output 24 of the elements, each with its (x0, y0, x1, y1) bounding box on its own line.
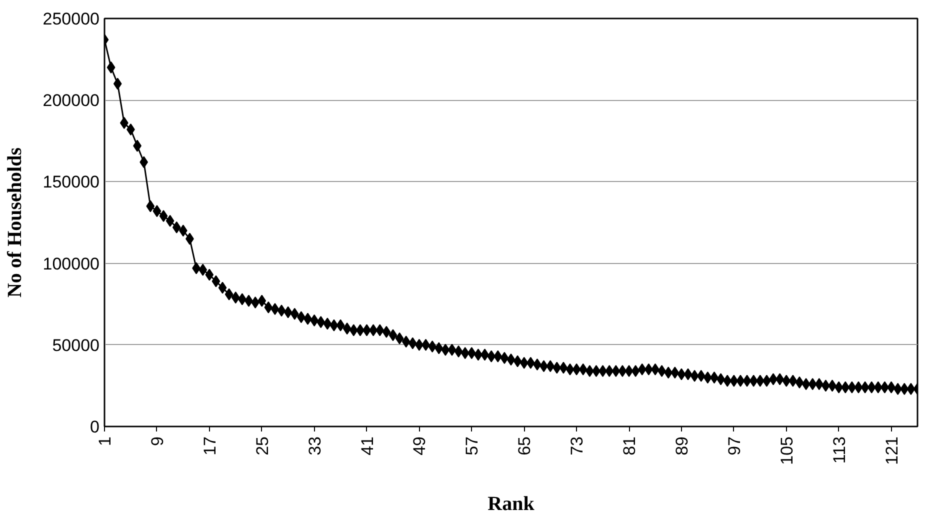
y-axis-title: No of Households (4, 147, 26, 298)
x-tick-label: 113 (830, 436, 849, 464)
x-tick-label: 97 (724, 436, 744, 456)
y-tick-label: 200000 (42, 91, 100, 110)
x-tick-label: 105 (777, 436, 796, 465)
y-tick-label: 0 (90, 418, 100, 436)
x-tick-label: 25 (252, 436, 272, 456)
y-tick-label: 50000 (52, 336, 100, 355)
x-tick-label: 1 (96, 436, 114, 446)
x-tick-label: 121 (882, 436, 902, 465)
x-tick-label: 33 (305, 436, 324, 456)
x-tick-label: 73 (568, 436, 587, 456)
x-tick-label: 9 (148, 436, 167, 446)
y-tick-label: 250000 (42, 10, 100, 28)
x-axis-title: Rank (488, 492, 536, 515)
x-tick-label: 89 (672, 436, 692, 456)
y-tick-label: 150000 (42, 172, 100, 192)
x-tick-label: 49 (410, 436, 430, 456)
x-tick-label: 65 (515, 436, 534, 456)
x-tick-label: 57 (462, 436, 482, 456)
y-tick-label: 100000 (42, 254, 100, 274)
x-tick-label: 17 (200, 436, 220, 456)
x-tick-label: 41 (358, 436, 377, 456)
x-tick-label: 81 (620, 436, 640, 456)
